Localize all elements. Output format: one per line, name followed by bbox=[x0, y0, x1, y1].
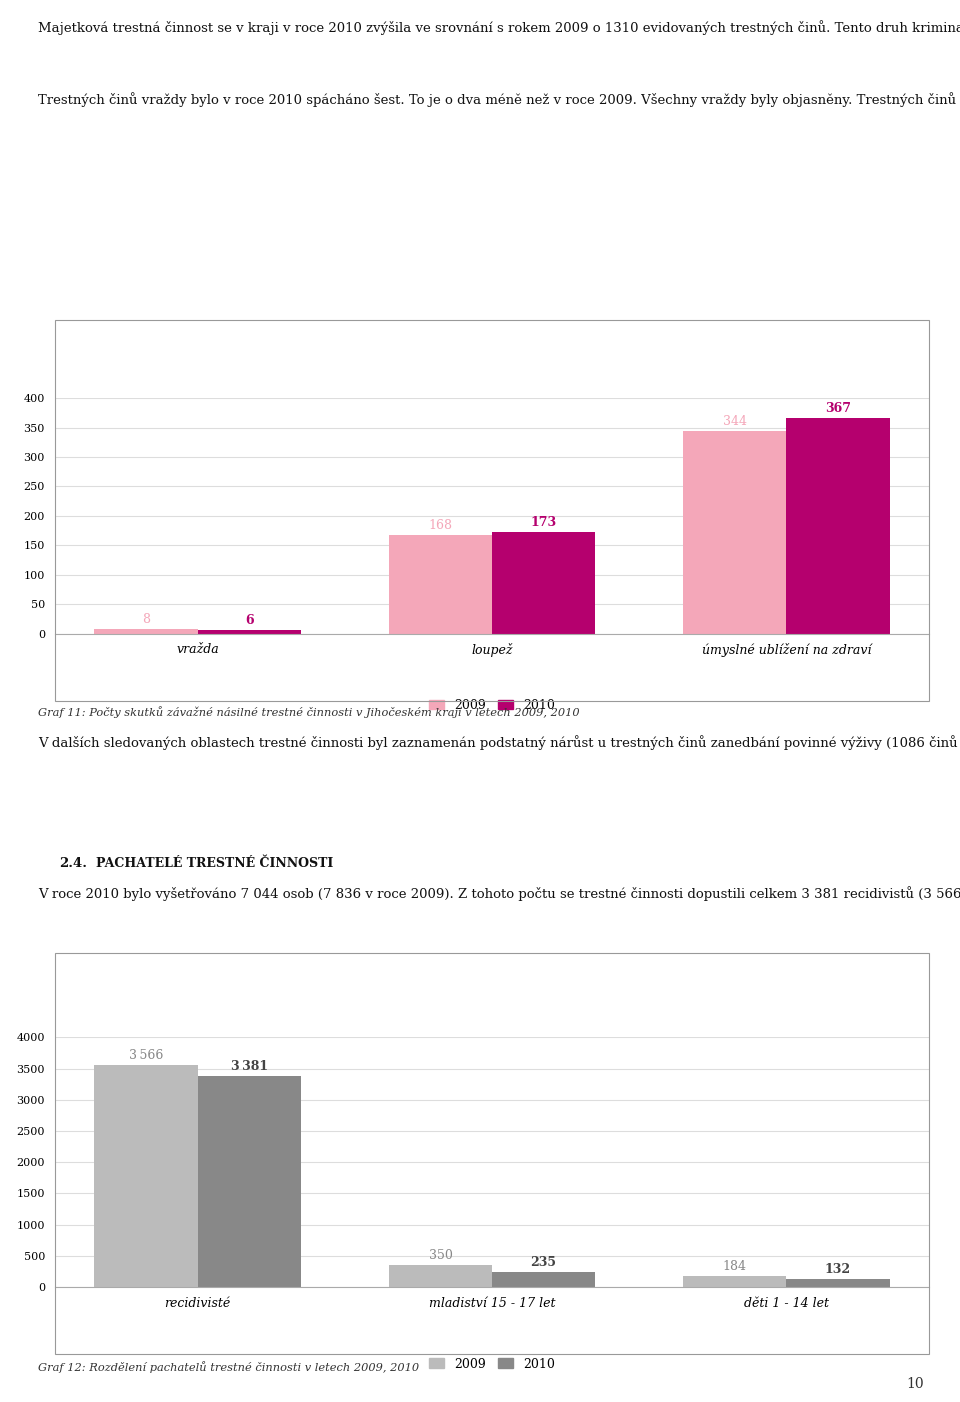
Text: 2.4.: 2.4. bbox=[60, 857, 87, 869]
Text: 184: 184 bbox=[723, 1259, 747, 1273]
Text: Graf 12: Rozdělení pachatelů trestné činnosti v letech 2009, 2010: Graf 12: Rozdělení pachatelů trestné čin… bbox=[38, 1361, 420, 1373]
Text: PACHATELÉ TRESTNÉ ČINNOSTI: PACHATELÉ TRESTNÉ ČINNOSTI bbox=[96, 857, 333, 869]
Text: 168: 168 bbox=[428, 519, 452, 531]
Text: 367: 367 bbox=[825, 402, 851, 415]
Bar bbox=[492, 1273, 595, 1287]
Text: 235: 235 bbox=[531, 1256, 557, 1269]
Legend: 2009, 2010: 2009, 2010 bbox=[424, 1353, 560, 1375]
Text: 350: 350 bbox=[428, 1249, 452, 1262]
Bar bbox=[684, 1276, 786, 1287]
Legend: 2009, 2010: 2009, 2010 bbox=[424, 694, 560, 716]
Bar bbox=[492, 531, 595, 634]
Bar bbox=[198, 1077, 300, 1287]
Text: 6: 6 bbox=[245, 614, 253, 627]
Bar bbox=[94, 1064, 198, 1287]
Text: 10: 10 bbox=[906, 1377, 924, 1391]
Text: Trestných činů vraždy bylo v roce 2010 spácháno šest. To je o dva méně než v roc: Trestných činů vraždy bylo v roce 2010 s… bbox=[38, 93, 960, 108]
Text: 173: 173 bbox=[531, 516, 557, 529]
Text: 3 381: 3 381 bbox=[230, 1060, 268, 1073]
Bar bbox=[786, 1279, 890, 1287]
Bar bbox=[94, 629, 198, 634]
Bar bbox=[198, 629, 300, 634]
Text: Graf 11: Počty skutků závažné násilné trestné činnosti v Jihočeském kraji v lete: Graf 11: Počty skutků závažné násilné tr… bbox=[38, 707, 580, 718]
Text: 132: 132 bbox=[825, 1263, 852, 1276]
Bar bbox=[684, 432, 786, 634]
Bar bbox=[786, 418, 890, 634]
Bar bbox=[389, 1265, 492, 1287]
Text: 3 566: 3 566 bbox=[129, 1049, 163, 1061]
Text: 8: 8 bbox=[142, 613, 150, 627]
Text: V dalších sledovaných oblastech trestné činnosti byl zaznamenán podstatný nárůst: V dalších sledovaných oblastech trestné … bbox=[38, 735, 960, 750]
Text: 344: 344 bbox=[723, 415, 747, 429]
Text: V roce 2010 bylo vyšetřováno 7 044 osob (7 836 v roce 2009). Z tohoto počtu se t: V roce 2010 bylo vyšetřováno 7 044 osob … bbox=[38, 886, 960, 901]
Text: Majetková trestná činnost se v kraji v roce 2010 zvýšila ve srovnání s rokem 200: Majetková trestná činnost se v kraji v r… bbox=[38, 20, 960, 35]
Bar bbox=[389, 534, 492, 634]
